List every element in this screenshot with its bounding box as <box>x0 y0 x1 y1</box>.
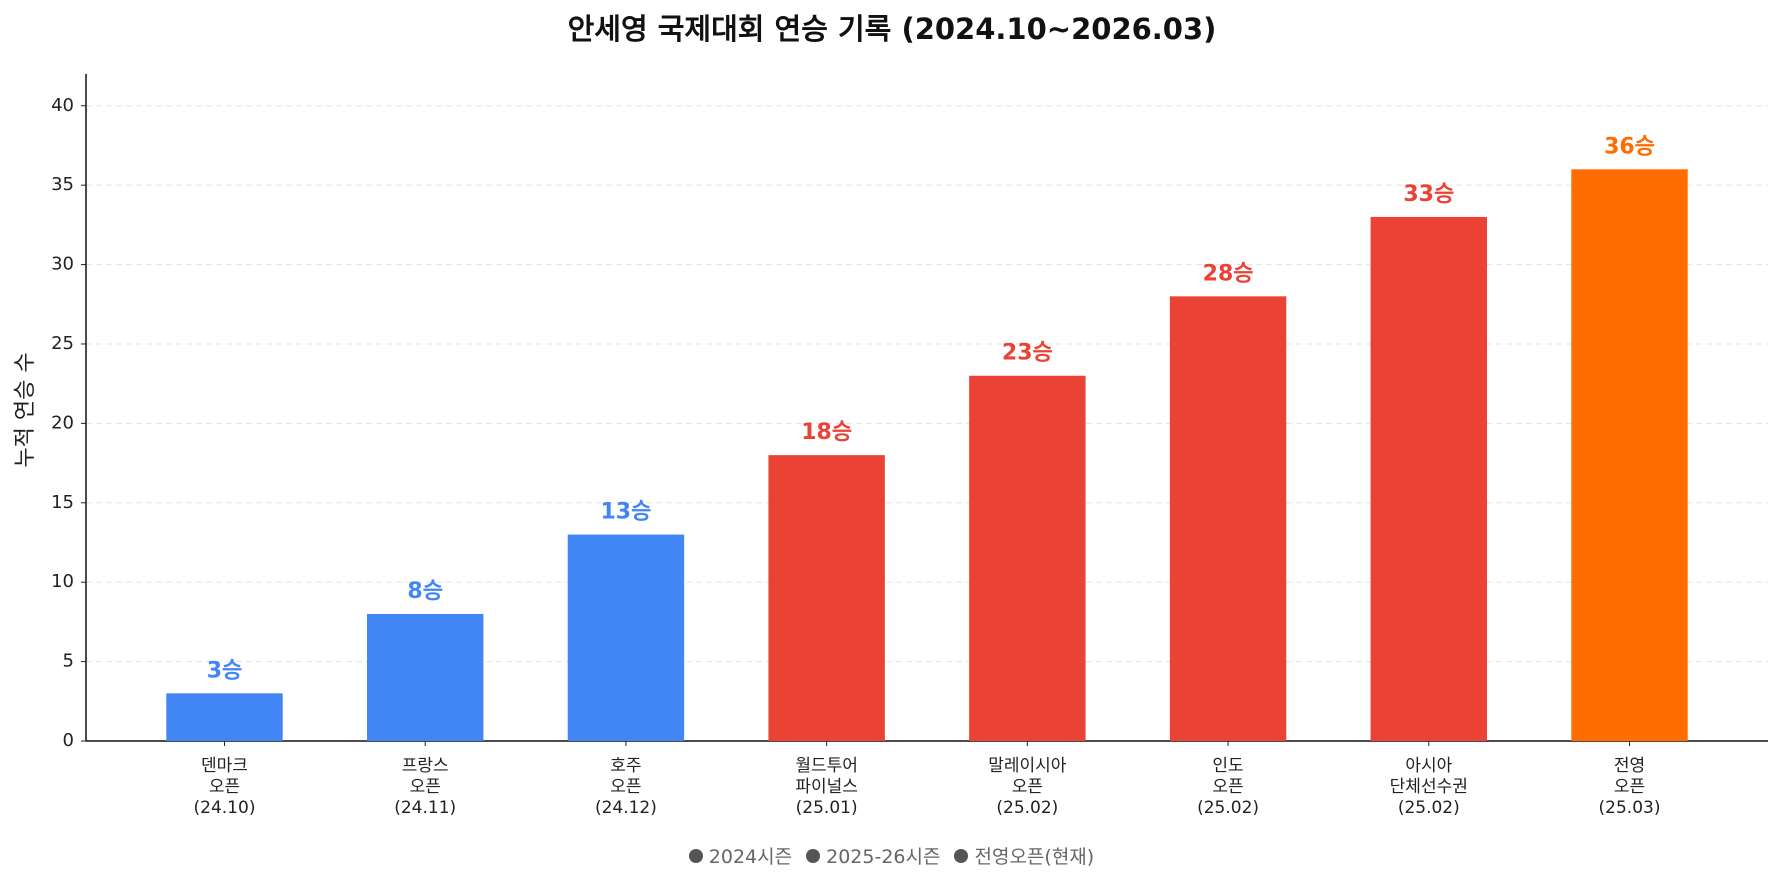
value-label: 18승 <box>801 420 852 445</box>
bar <box>1571 169 1688 742</box>
legend-item: 2025-26시즌 <box>806 842 940 869</box>
x-tick-label: 덴마크 오픈 (24.10) <box>193 756 256 818</box>
x-tick-label: 월드투어 파이널스 (25.01) <box>795 756 858 818</box>
legend-label: 전영오픈(현재) <box>974 846 1095 868</box>
bar <box>567 534 685 741</box>
y-tick-label: 35 <box>51 174 74 195</box>
legend: 2024시즌 2025-26시즌 전영오픈(현재) <box>0 842 1783 869</box>
y-tick-label: 10 <box>51 571 74 592</box>
value-label: 23승 <box>1002 341 1053 366</box>
legend-marker <box>954 848 969 863</box>
y-tick-label: 25 <box>51 333 74 354</box>
legend-marker <box>688 848 703 863</box>
x-tick-label: 인도 오픈 (25.02) <box>1197 756 1260 818</box>
y-tick-label: 0 <box>63 730 74 751</box>
legend-item: 전영오픈(현재) <box>954 842 1094 869</box>
chart-title: 안세영 국제대회 연승 기록 (2024.10~2026.03) <box>568 12 1217 46</box>
legend-item: 2024시즌 <box>688 842 793 869</box>
value-label: 3승 <box>207 658 243 683</box>
y-tick-label: 20 <box>51 412 74 433</box>
y-tick-label: 5 <box>63 651 74 672</box>
value-label: 8승 <box>407 579 443 604</box>
legend-label: 2025-26시즌 <box>826 846 941 868</box>
value-label: 33승 <box>1403 182 1454 207</box>
y-axis-label: 누적 연승 수 <box>13 352 38 467</box>
value-label: 28승 <box>1203 261 1254 286</box>
bar <box>1370 216 1487 741</box>
x-tick-label: 호주 오픈 (24.12) <box>594 756 657 818</box>
x-tick-label: 프랑스 오픈 (24.11) <box>394 756 457 818</box>
bar <box>166 693 283 741</box>
bar <box>367 613 484 741</box>
x-tick-label: 말레이시아 오픈 (25.02) <box>988 756 1067 818</box>
y-tick-label: 15 <box>51 492 74 513</box>
bar <box>1169 296 1287 741</box>
bar <box>768 455 885 741</box>
x-tick-label: 전영 오픈 (25.03) <box>1598 756 1661 818</box>
value-label: 13승 <box>600 500 651 525</box>
y-tick-label: 30 <box>51 254 74 275</box>
legend-marker <box>806 848 821 863</box>
x-tick-label: 아시아 단체선수권 (25.02) <box>1389 756 1468 818</box>
bar <box>969 375 1086 741</box>
legend-label: 2024시즌 <box>708 846 793 868</box>
y-tick-label: 40 <box>51 95 74 116</box>
value-label: 36승 <box>1604 134 1655 159</box>
